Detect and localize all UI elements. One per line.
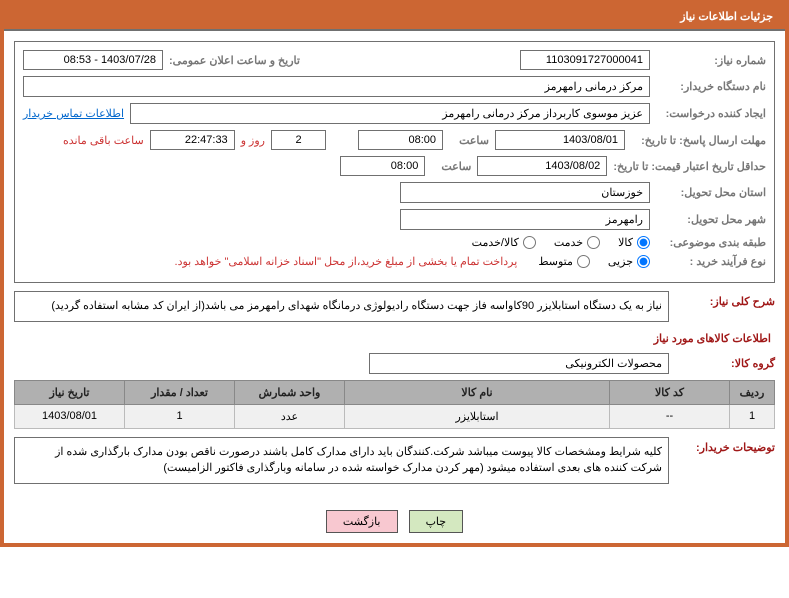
category-label: طبقه بندی موضوعی: — [656, 236, 766, 249]
radio-partial-label: جزیی — [608, 255, 633, 268]
need-number-label: شماره نیاز: — [656, 54, 766, 67]
th-name: نام کالا — [345, 380, 610, 404]
items-table: ردیف کد کالا نام کالا واحد شمارش تعداد /… — [14, 380, 775, 429]
process-label: نوع فرآیند خرید : — [656, 255, 766, 268]
radio-goods-input[interactable] — [637, 236, 650, 249]
province-value: خوزستان — [400, 182, 650, 203]
row-deadline: مهلت ارسال پاسخ: تا تاریخ: 1403/08/01 سا… — [23, 130, 766, 150]
radio-goods[interactable]: کالا — [618, 236, 650, 249]
remaining-time: 22:47:33 — [150, 130, 235, 150]
row-process: نوع فرآیند خرید : جزیی متوسط پرداخت تمام… — [23, 255, 766, 268]
city-label: شهر محل تحویل: — [656, 213, 766, 226]
td-code: -- — [610, 404, 730, 428]
radio-service-label: خدمت — [554, 236, 583, 249]
days-and-label: روز و — [241, 134, 265, 147]
radio-partial-input[interactable] — [637, 255, 650, 268]
row-province: استان محل تحویل: خوزستان — [23, 182, 766, 203]
row-group: گروه کالا: محصولات الکترونیکی — [14, 353, 775, 374]
button-bar: چاپ بازگشت — [4, 500, 785, 543]
treasury-note: پرداخت تمام یا بخشی از مبلغ خرید،از محل … — [175, 255, 518, 268]
validity-label: حداقل تاریخ اعتبار قیمت: تا تاریخ: — [613, 160, 766, 173]
radio-goods-label: کالا — [618, 236, 633, 249]
table-row: 1 -- استابلایزر عدد 1 1403/08/01 — [15, 404, 775, 428]
row-summary: شرح کلی نیاز: نیاز به یک دستگاه استابلای… — [14, 291, 775, 322]
th-code: کد کالا — [610, 380, 730, 404]
city-value: رامهرمز — [400, 209, 650, 230]
announce-value: 1403/07/28 - 08:53 — [23, 50, 163, 70]
radio-service-input[interactable] — [587, 236, 600, 249]
buyer-org-value: مرکز درمانی رامهرمز — [23, 76, 650, 97]
row-validity: حداقل تاریخ اعتبار قیمت: تا تاریخ: 1403/… — [23, 156, 766, 176]
row-requester: ایجاد کننده درخواست: عزیز موسوی کاربرداز… — [23, 103, 766, 124]
main-container: جزئیات اطلاعات نیاز شماره نیاز: 11030917… — [0, 0, 789, 547]
th-qty: تعداد / مقدار — [125, 380, 235, 404]
back-button[interactable]: بازگشت — [326, 510, 398, 533]
deadline-hour: 08:00 — [358, 130, 443, 150]
group-value: محصولات الکترونیکی — [369, 353, 669, 374]
td-unit: عدد — [235, 404, 345, 428]
validity-date: 1403/08/02 — [477, 156, 607, 176]
td-name: استابلایزر — [345, 404, 610, 428]
content-area: شماره نیاز: 1103091727000041 تاریخ و ساع… — [4, 31, 785, 500]
validity-hour: 08:00 — [340, 156, 425, 176]
td-qty: 1 — [125, 404, 235, 428]
remaining-days: 2 — [271, 130, 326, 150]
radio-both-input[interactable] — [523, 236, 536, 249]
notes-text: کلیه شرایط ومشخصات کالا پیوست میباشد شرک… — [14, 437, 669, 484]
radio-service[interactable]: خدمت — [554, 236, 600, 249]
buyer-contact-link[interactable]: اطلاعات تماس خریدار — [23, 107, 124, 120]
th-date: تاریخ نیاز — [15, 380, 125, 404]
th-unit: واحد شمارش — [235, 380, 345, 404]
notes-label: توضیحات خریدار: — [675, 437, 775, 454]
requester-label: ایجاد کننده درخواست: — [656, 107, 766, 120]
radio-partial[interactable]: جزیی — [608, 255, 650, 268]
radio-medium-input[interactable] — [577, 255, 590, 268]
buyer-org-label: نام دستگاه خریدار: — [656, 80, 766, 93]
group-label: گروه کالا: — [675, 357, 775, 370]
need-number-value: 1103091727000041 — [520, 50, 650, 70]
td-date: 1403/08/01 — [15, 404, 125, 428]
row-notes: توضیحات خریدار: کلیه شرایط ومشخصات کالا … — [14, 437, 775, 484]
radio-medium[interactable]: متوسط — [538, 255, 590, 268]
items-section-title: اطلاعات کالاهای مورد نیاز — [18, 332, 771, 345]
radio-medium-label: متوسط — [538, 255, 573, 268]
row-buyer-org: نام دستگاه خریدار: مرکز درمانی رامهرمز — [23, 76, 766, 97]
deadline-date: 1403/08/01 — [495, 130, 625, 150]
summary-label: شرح کلی نیاز: — [675, 291, 775, 308]
hour-label-1: ساعت — [449, 134, 489, 147]
row-city: شهر محل تحویل: رامهرمز — [23, 209, 766, 230]
radio-both[interactable]: کالا/خدمت — [472, 236, 536, 249]
hour-label-2: ساعت — [431, 160, 471, 173]
th-row: ردیف — [730, 380, 775, 404]
category-radio-group: کالا خدمت کالا/خدمت — [472, 236, 650, 249]
header-title: جزئیات اطلاعات نیاز — [680, 11, 773, 23]
province-label: استان محل تحویل: — [656, 186, 766, 199]
announce-label: تاریخ و ساعت اعلان عمومی: — [169, 54, 300, 67]
td-row: 1 — [730, 404, 775, 428]
row-need-number: شماره نیاز: 1103091727000041 تاریخ و ساع… — [23, 50, 766, 70]
print-button[interactable]: چاپ — [409, 510, 464, 533]
requester-value: عزیز موسوی کاربرداز مرکز درمانی رامهرمز — [130, 103, 650, 124]
radio-both-label: کالا/خدمت — [472, 236, 519, 249]
row-category: طبقه بندی موضوعی: کالا خدمت کالا/خدمت — [23, 236, 766, 249]
remaining-suffix: ساعت باقی مانده — [63, 134, 144, 147]
summary-text: نیاز به یک دستگاه استابلایزر 90کاواسه فا… — [14, 291, 669, 322]
table-header-row: ردیف کد کالا نام کالا واحد شمارش تعداد /… — [15, 380, 775, 404]
deadline-label: مهلت ارسال پاسخ: تا تاریخ: — [631, 134, 766, 147]
process-radio-group: جزیی متوسط — [538, 255, 650, 268]
panel-header: جزئیات اطلاعات نیاز — [4, 4, 785, 31]
info-section: شماره نیاز: 1103091727000041 تاریخ و ساع… — [14, 41, 775, 283]
